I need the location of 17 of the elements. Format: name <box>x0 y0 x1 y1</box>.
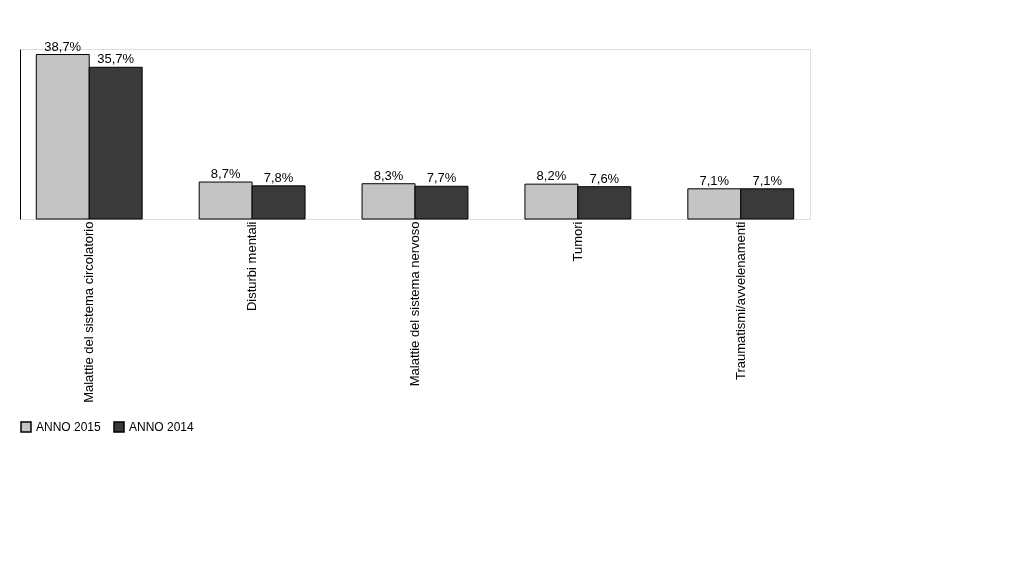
data-label: 7,1% <box>699 172 730 188</box>
data-label: 8,2% <box>536 168 567 184</box>
x-tick-label: Disturbi mentali <box>244 221 260 312</box>
x-tick-label: Malattie del sistema nervoso <box>407 221 422 387</box>
data-label: 7,1% <box>752 172 783 188</box>
x-tick-label: Tumori <box>569 221 585 262</box>
data-label: 8,3% <box>373 167 404 183</box>
data-label: 7,7% <box>426 170 457 186</box>
x-tick-label: Traumatismi/avvelenamenti <box>732 221 748 380</box>
legend-label: ANNO 2014 <box>129 420 195 434</box>
legend-label: ANNO 2015 <box>36 420 102 434</box>
data-label: 35,7% <box>97 51 135 67</box>
data-label: 8,7% <box>210 166 241 182</box>
data-label: 38,7% <box>44 38 82 54</box>
data-label: 7,8% <box>263 169 294 185</box>
data-label: 7,6% <box>589 170 620 186</box>
x-tick-label: Malattie del sistema circolatorio <box>81 221 97 403</box>
